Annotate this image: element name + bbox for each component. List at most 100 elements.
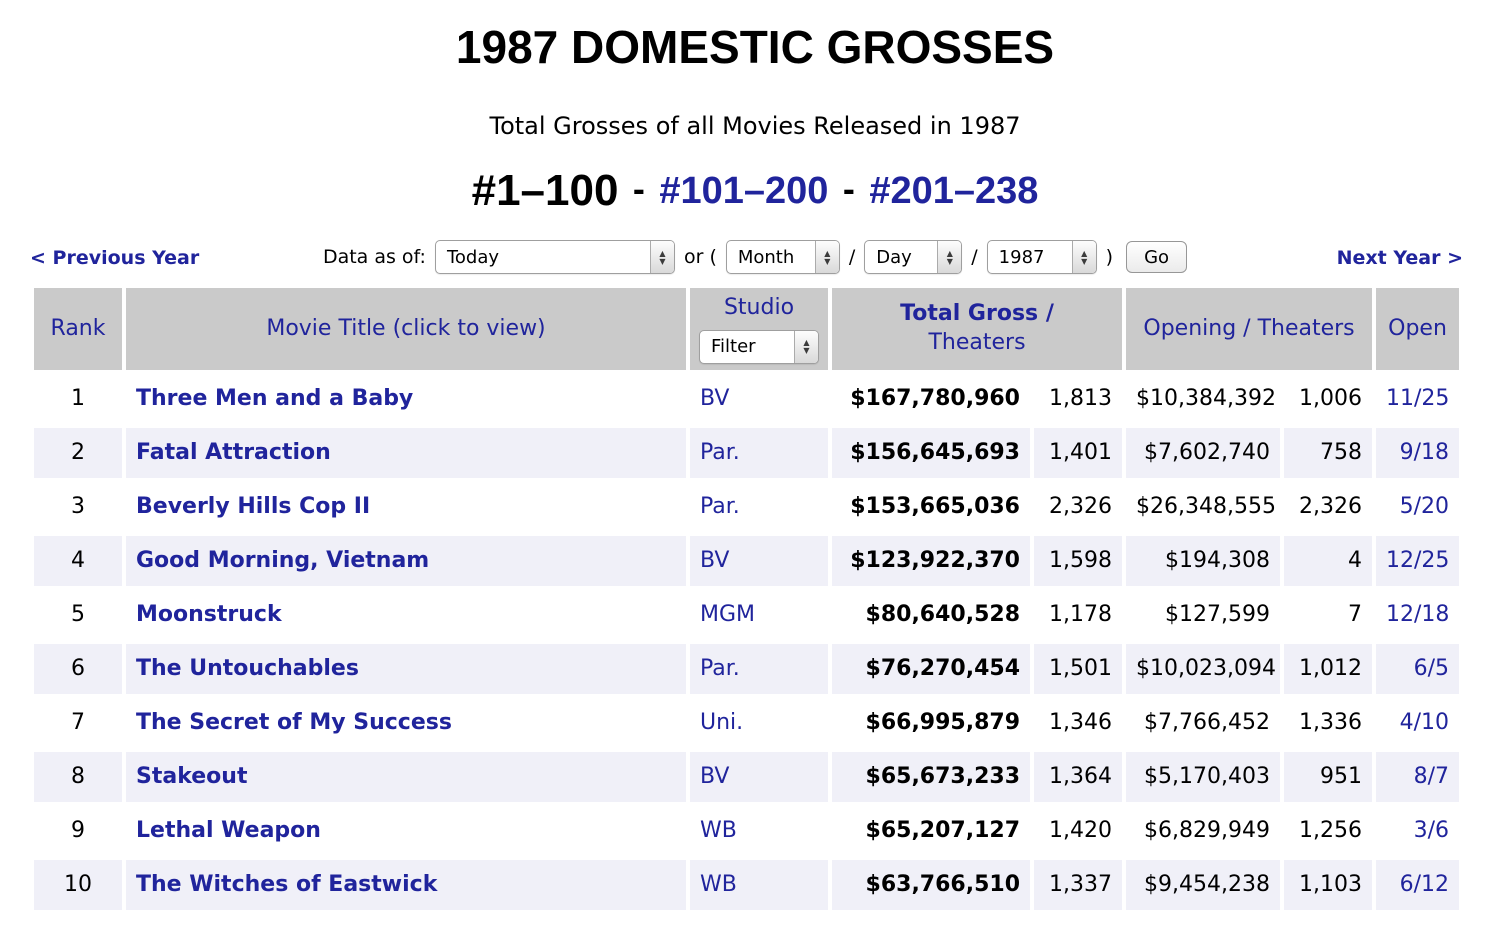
go-button[interactable]: Go xyxy=(1126,241,1188,273)
studio-header-label: Studio xyxy=(723,295,795,320)
opening-theaters-cell: 2,326 xyxy=(1299,493,1363,519)
open-date-link[interactable]: 8/7 xyxy=(1413,763,1450,789)
rank-cell: 8 xyxy=(71,763,85,789)
open-date-link[interactable]: 3/6 xyxy=(1413,817,1450,843)
opening-theaters-cell: 7 xyxy=(1348,601,1363,627)
total-gross-cell: $66,995,879 xyxy=(865,709,1020,735)
opening-theaters-cell: 4 xyxy=(1348,547,1363,573)
theaters-cell: 1,364 xyxy=(1049,763,1113,789)
studio-link[interactable]: BV xyxy=(700,547,730,573)
rank-cell: 4 xyxy=(71,547,85,573)
table-row: 7 The Secret of My Success Uni. $66,995,… xyxy=(34,698,1459,748)
column-header-rank: Rank xyxy=(34,288,122,370)
day-select[interactable]: Day ▲ ▼ xyxy=(864,240,963,274)
open-date-link[interactable]: 6/5 xyxy=(1413,655,1450,681)
table-row: 3 Beverly Hills Cop II Par. $153,665,036… xyxy=(34,482,1459,532)
page: 1987 DOMESTIC GROSSES Total Grosses of a… xyxy=(0,20,1510,914)
movie-title-link[interactable]: Good Morning, Vietnam xyxy=(136,547,430,573)
movie-title-link[interactable]: The Witches of Eastwick xyxy=(136,871,438,897)
opening-gross-cell: $7,766,452 xyxy=(1144,709,1271,735)
column-header-movie-title: Movie Title (click to view) xyxy=(126,288,686,370)
month-select[interactable]: Month ▲ ▼ xyxy=(725,240,840,274)
pagination-separator: - xyxy=(632,168,645,209)
movie-title-link[interactable]: Fatal Attraction xyxy=(136,439,331,465)
studio-filter-value: Filter xyxy=(711,335,756,357)
total-gross-cell: $156,645,693 xyxy=(850,439,1020,465)
table-row: 8 Stakeout BV $65,673,233 1,364 $5,170,4… xyxy=(34,751,1460,802)
opening-theaters-cell: 1,103 xyxy=(1299,871,1363,897)
previous-year-link[interactable]: < Previous Year xyxy=(30,247,200,269)
table-header: Rank Movie Title (click to view) Studio … xyxy=(34,288,1460,370)
pagination-link-201-238[interactable]: #201–238 xyxy=(869,170,1039,212)
open-date-link[interactable]: 12/25 xyxy=(1386,547,1450,573)
total-gross-cell: $65,207,127 xyxy=(865,817,1020,843)
movie-title-link[interactable]: Beverly Hills Cop II xyxy=(136,493,371,519)
opening-theaters-cell: 758 xyxy=(1320,439,1363,465)
column-header-total-gross: Total Gross / Theaters xyxy=(832,288,1123,370)
open-date-link[interactable]: 4/10 xyxy=(1399,709,1450,735)
table-row: 4 Good Morning, Vietnam BV $123,922,370 … xyxy=(34,535,1460,586)
open-date-link[interactable]: 9/18 xyxy=(1399,439,1450,465)
rank-cell: 2 xyxy=(71,439,85,465)
opening-gross-cell: $10,023,094 xyxy=(1136,655,1276,681)
data-as-of-select-value: Today xyxy=(446,246,500,268)
studio-link[interactable]: BV xyxy=(700,763,730,789)
date-controls: Data as of: Today ▲ ▼ or ( Month ▲ ▼ / D… xyxy=(0,240,1510,274)
open-date-link[interactable]: 6/12 xyxy=(1399,871,1450,897)
data-as-of-select[interactable]: Today ▲ ▼ xyxy=(434,240,675,274)
total-gross-cell: $65,673,233 xyxy=(865,763,1020,789)
opening-gross-cell: $6,829,949 xyxy=(1144,817,1271,843)
opening-theaters-cell: 1,336 xyxy=(1299,709,1363,735)
theaters-cell: 1,346 xyxy=(1049,709,1113,735)
select-stepper-icon: ▲ ▼ xyxy=(814,241,839,273)
opening-gross-cell: $10,384,392 xyxy=(1136,385,1276,411)
column-header-opening: Opening / Theaters xyxy=(1126,288,1373,370)
open-date-link[interactable]: 11/25 xyxy=(1386,385,1450,411)
opening-theaters-cell: 1,006 xyxy=(1299,385,1363,411)
total-gross-cell: $63,766,510 xyxy=(865,871,1020,897)
page-title: 1987 DOMESTIC GROSSES xyxy=(455,21,1055,73)
studio-link[interactable]: Uni. xyxy=(700,709,744,735)
studio-link[interactable]: BV xyxy=(700,385,730,411)
column-header-open: Open xyxy=(1376,288,1460,370)
opening-gross-cell: $9,454,238 xyxy=(1144,871,1271,897)
open-date-link[interactable]: 12/18 xyxy=(1386,601,1450,627)
studio-link[interactable]: WB xyxy=(700,871,737,897)
opening-gross-cell: $26,348,555 xyxy=(1136,493,1276,519)
theaters-cell: 2,326 xyxy=(1049,493,1113,519)
select-stepper-icon: ▲ ▼ xyxy=(649,241,674,273)
open-date-link[interactable]: 5/20 xyxy=(1399,493,1450,519)
studio-link[interactable]: Par. xyxy=(700,493,740,519)
studio-link[interactable]: WB xyxy=(700,817,737,843)
pagination: #1–100 - #101–200 - #201–238 xyxy=(0,166,1510,216)
rank-cell: 5 xyxy=(71,601,85,627)
opening-theaters-cell: 1,012 xyxy=(1299,655,1363,681)
opening-theaters-cell: 951 xyxy=(1320,763,1363,789)
movie-title-link[interactable]: Moonstruck xyxy=(136,601,282,627)
table-row: 5 Moonstruck MGM $80,640,528 1,178 $127,… xyxy=(34,590,1459,640)
month-select-value: Month xyxy=(737,246,795,268)
theaters-cell: 1,813 xyxy=(1049,385,1113,411)
movie-title-link[interactable]: The Secret of My Success xyxy=(136,709,452,735)
next-year-link[interactable]: Next Year > xyxy=(1336,247,1463,269)
movie-title-link[interactable]: Three Men and a Baby xyxy=(136,385,414,411)
studio-link[interactable]: MGM xyxy=(700,601,756,627)
or-paren-label: or ( xyxy=(683,246,717,268)
studio-filter-select[interactable]: Filter ▲ ▼ xyxy=(699,329,819,364)
column-header-studio: Studio Filter ▲ ▼ xyxy=(690,288,828,370)
studio-link[interactable]: Par. xyxy=(700,655,740,681)
theaters-cell: 1,598 xyxy=(1049,547,1113,573)
studio-link[interactable]: Par. xyxy=(700,439,740,465)
year-select-value: 1987 xyxy=(998,246,1045,268)
total-gross-cell: $123,922,370 xyxy=(850,547,1020,573)
year-select[interactable]: 1987 ▲ ▼ xyxy=(986,240,1097,274)
select-stepper-icon: ▲ ▼ xyxy=(794,330,818,363)
slash-separator: / xyxy=(971,246,978,268)
theaters-cell: 1,401 xyxy=(1049,439,1113,465)
table-row: 1 Three Men and a Baby BV $167,780,960 1… xyxy=(34,374,1459,424)
movie-title-link[interactable]: Stakeout xyxy=(136,763,248,789)
rank-cell: 7 xyxy=(71,709,85,735)
movie-title-link[interactable]: The Untouchables xyxy=(136,655,359,681)
pagination-link-101-200[interactable]: #101–200 xyxy=(659,170,829,212)
movie-title-link[interactable]: Lethal Weapon xyxy=(136,817,321,843)
